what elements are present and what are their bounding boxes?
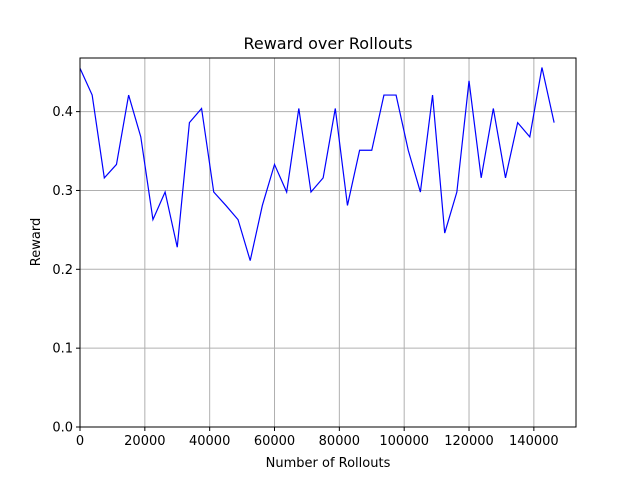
plot-frame (79, 57, 577, 428)
x-tick-label: 0 (76, 434, 84, 449)
y-tick-label: 0.1 (52, 342, 73, 357)
x-tick-label: 80000 (319, 434, 360, 449)
x-tick-label: 120000 (444, 434, 494, 449)
series-layer (79, 67, 555, 261)
chart-title: Reward over Rollouts (243, 34, 412, 53)
x-tick-label: 40000 (189, 434, 230, 449)
y-tick-label: 0.0 (52, 421, 73, 436)
x-tick-label: 140000 (509, 434, 559, 449)
x-tick-label: 20000 (124, 434, 165, 449)
y-tick-label: 0.4 (52, 105, 73, 120)
tick-layer: 0 20000 40000 60000 80000 100000 120000 140000 0… (52, 105, 558, 449)
y-tick-label: 0.2 (52, 263, 73, 278)
x-tick-label: 100000 (379, 434, 429, 449)
y-tick-label: 0.3 (52, 184, 73, 199)
x-axis-title: Number of Rollouts (266, 456, 391, 471)
x-tick-label: 60000 (254, 434, 295, 449)
reward-series-line (79, 67, 555, 261)
y-axis-title: Reward (29, 218, 44, 266)
